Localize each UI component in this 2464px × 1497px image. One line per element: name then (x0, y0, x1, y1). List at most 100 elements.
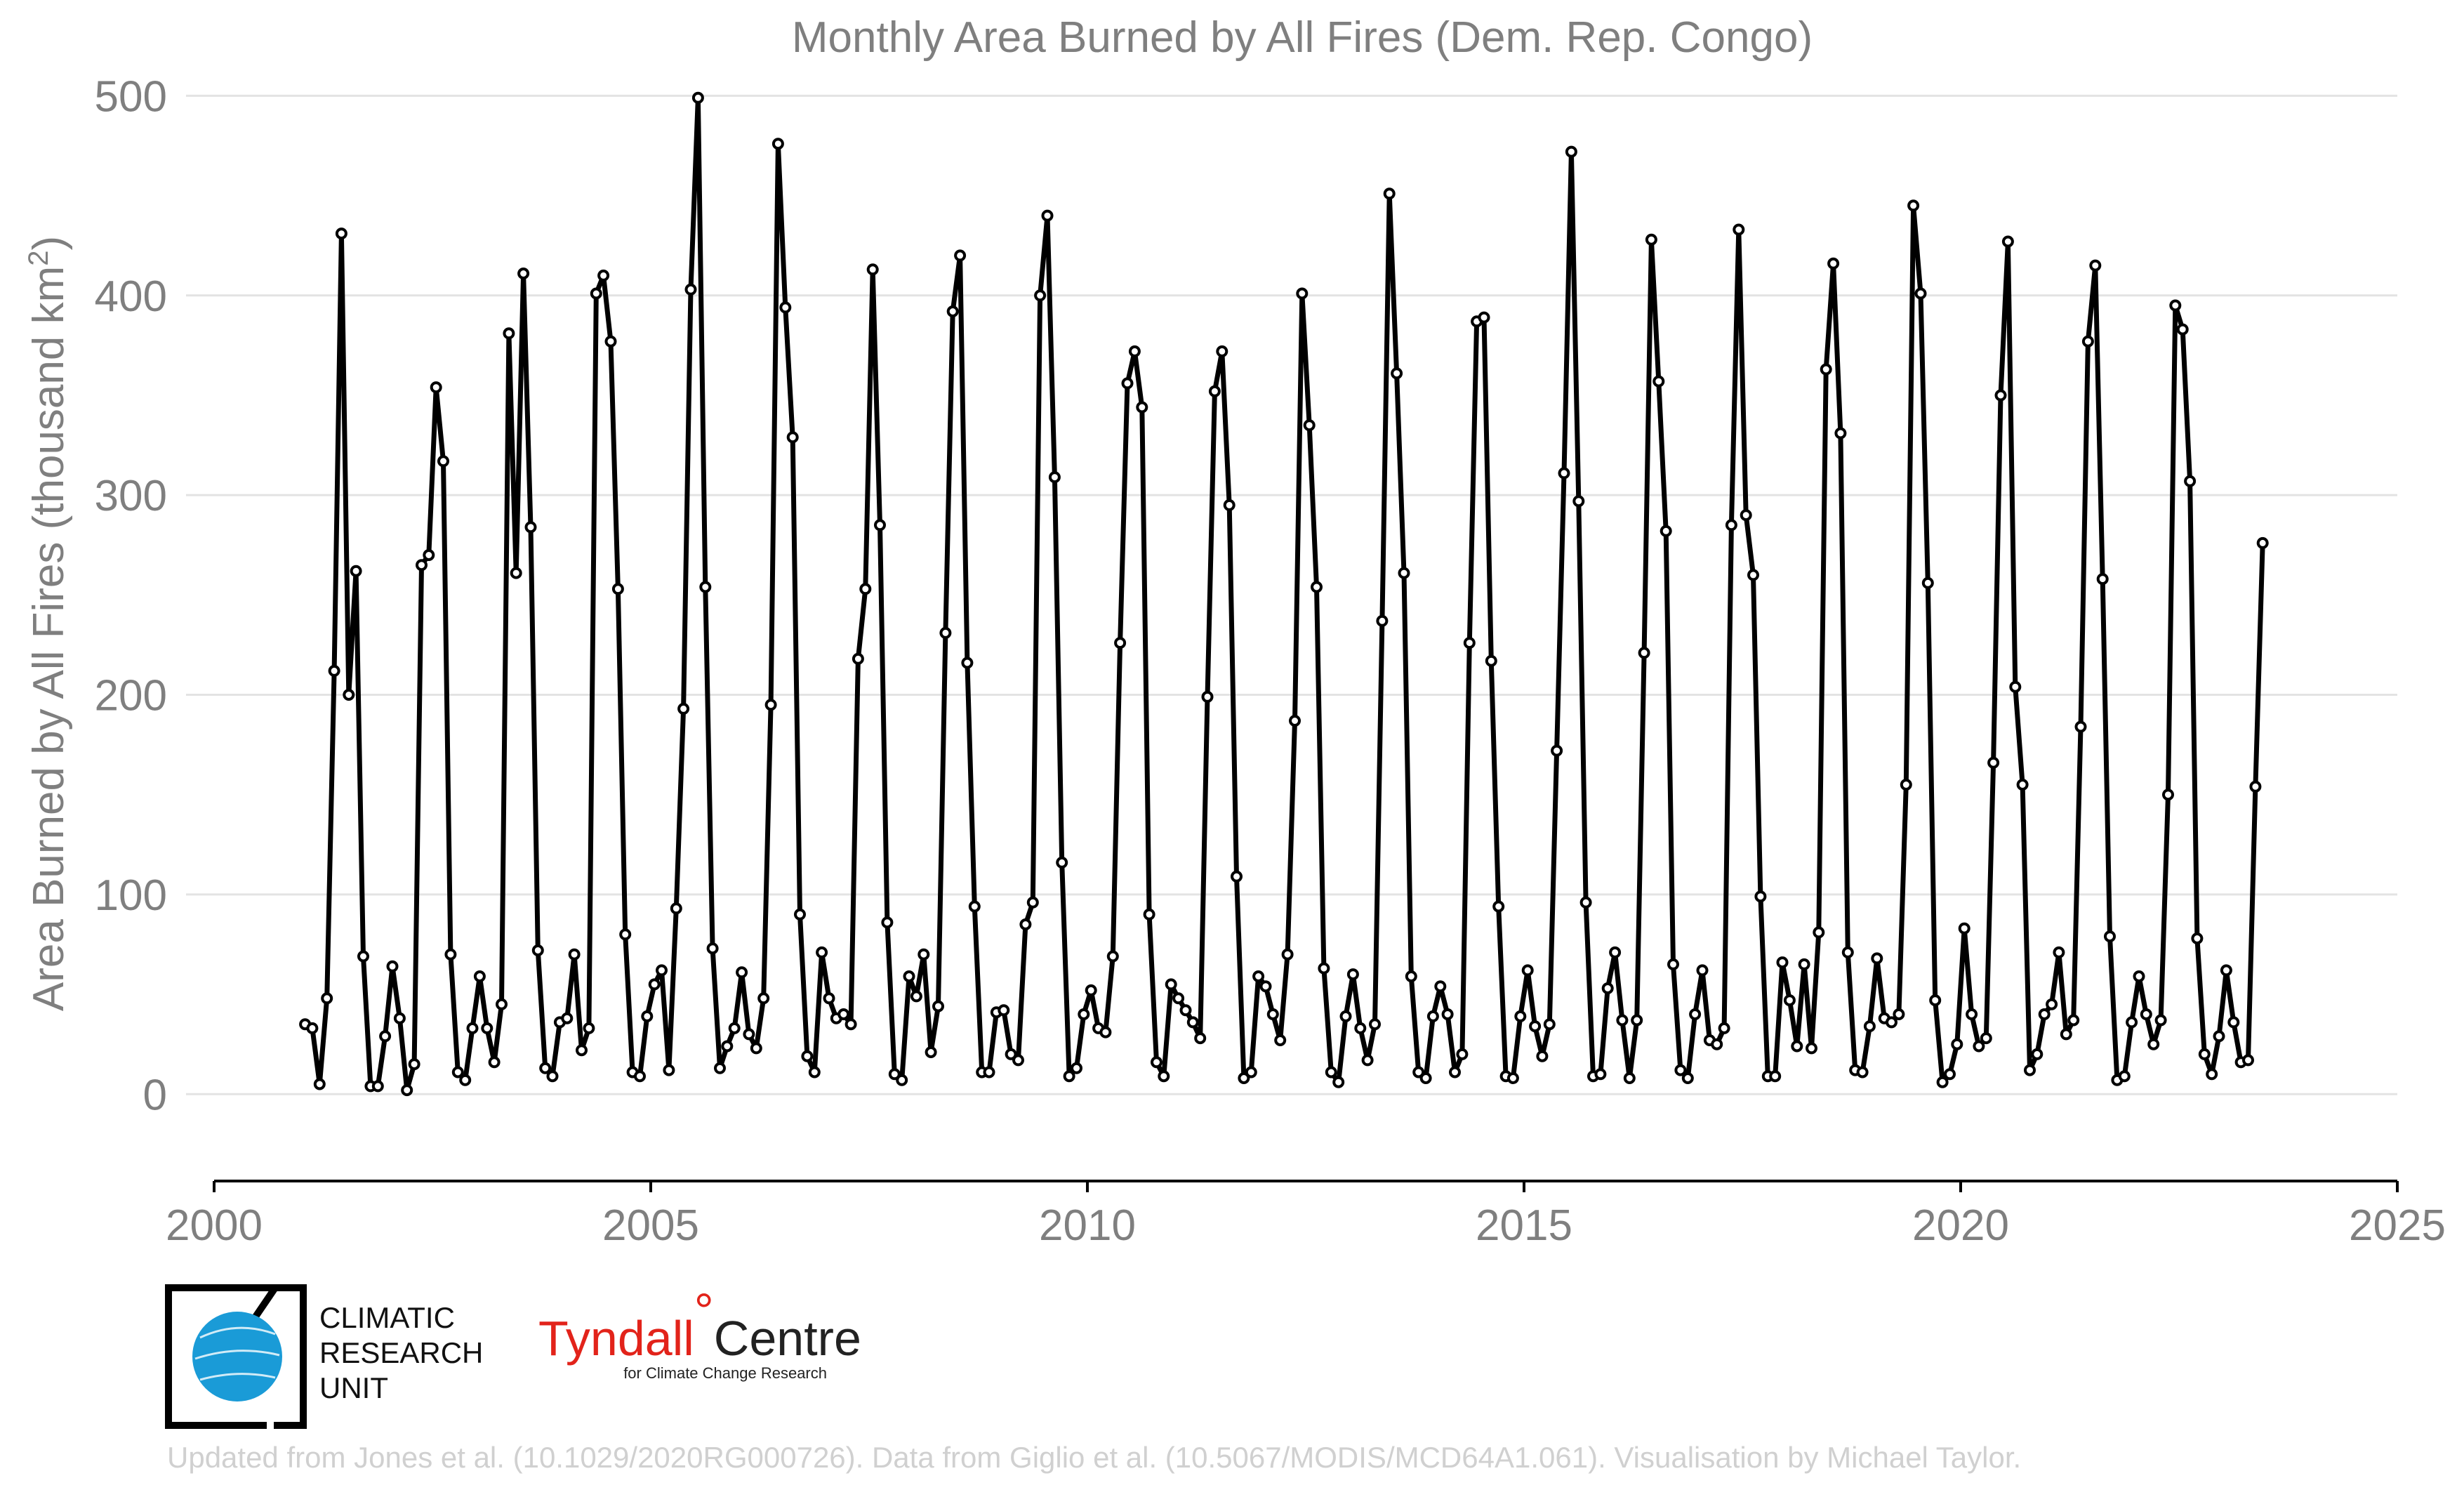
data-point (1492, 900, 1505, 913)
data-point (932, 1000, 944, 1013)
data-point (1514, 1010, 1527, 1022)
data-point (1921, 576, 1934, 589)
data-point (1019, 918, 1032, 930)
data-point (663, 1064, 675, 1076)
data-point (1551, 744, 1563, 757)
data-point (641, 1010, 654, 1022)
data-point (1434, 980, 1447, 993)
data-point (1056, 856, 1068, 869)
data-point (1914, 287, 1927, 300)
data-point (1973, 1040, 1985, 1053)
data-point (2104, 930, 2116, 943)
data-point (1980, 1032, 1992, 1045)
data-point (771, 138, 784, 150)
data-point (1740, 509, 1752, 522)
data-point (968, 900, 981, 913)
data-point (321, 992, 333, 1005)
data-point (488, 1056, 501, 1069)
cru-text-line2: RESEARCH (319, 1336, 483, 1369)
data-point (590, 287, 602, 300)
data-point (1208, 385, 1221, 397)
data-point (1601, 982, 1614, 994)
data-point (1121, 377, 1134, 390)
data-point (794, 908, 806, 921)
data-point (1456, 1048, 1469, 1060)
data-point (1223, 499, 1236, 511)
data-point (350, 565, 362, 577)
data-point (1725, 519, 1737, 532)
data-point (1776, 956, 1789, 969)
data-point (939, 626, 952, 639)
data-point (808, 1066, 821, 1079)
data-point (2198, 1048, 2211, 1060)
data-point (1354, 1022, 1367, 1034)
data-point (401, 1084, 413, 1097)
data-point (1660, 525, 1672, 537)
data-point (1201, 690, 1214, 703)
data-point (1733, 223, 1745, 236)
y-axis-label-main: Area Burned by All Fires (thousand km (25, 266, 73, 1011)
data-point (983, 1066, 995, 1079)
data-point (1506, 1072, 1519, 1084)
data-point (1165, 978, 1177, 991)
data-point (1886, 1016, 1897, 1029)
data-point (1311, 581, 1323, 593)
data-point (1346, 968, 1359, 981)
data-point (1696, 964, 1709, 977)
cru-left-bracket (165, 1284, 177, 1429)
data-point (2046, 998, 2058, 1010)
data-point (561, 1012, 574, 1024)
data-point (925, 1046, 937, 1058)
data-point (1543, 1018, 1556, 1031)
data-point (757, 992, 770, 1005)
data-point (1216, 345, 1228, 357)
data-point (896, 1074, 908, 1086)
data-point (691, 91, 704, 104)
data-point (1806, 1042, 1817, 1055)
data-point (1900, 779, 1912, 791)
data-point (496, 998, 508, 1010)
data-point (408, 1058, 420, 1071)
data-point (844, 1018, 857, 1031)
tyndall-centre: Centre (714, 1311, 861, 1366)
data-point (1398, 567, 1410, 579)
x-tick-label: 2025 (2349, 1201, 2446, 1250)
x-tick-label: 2000 (166, 1201, 263, 1250)
data-point (1252, 970, 1265, 982)
data-point (1151, 1056, 1163, 1069)
data-point (1012, 1054, 1024, 1067)
data-point (998, 1004, 1010, 1017)
data-point (816, 946, 828, 958)
data-point (416, 559, 428, 572)
data-point (1572, 495, 1585, 508)
data-point (1674, 1064, 1687, 1076)
data-point (2191, 932, 2204, 944)
data-point (918, 948, 930, 961)
data-point (1361, 1054, 1374, 1067)
data-point (728, 1022, 741, 1034)
data-point (1099, 1026, 1112, 1038)
series-points (299, 91, 2269, 1097)
data-point (437, 455, 449, 468)
data-point (531, 944, 544, 956)
data-point (1616, 1014, 1629, 1027)
data-point (1005, 1048, 1017, 1060)
data-point (1893, 1008, 1905, 1020)
data-point (750, 1042, 762, 1055)
globe-contour-icon (194, 1326, 280, 1381)
data-point (1594, 1068, 1607, 1081)
data-point (343, 689, 355, 701)
data-point (583, 1022, 595, 1034)
data-point (1994, 389, 2007, 402)
credit-line: Updated from Jones et al. (10.1029/2020R… (167, 1441, 2021, 1474)
data-point (1856, 1066, 1869, 1079)
data-point (430, 381, 442, 394)
data-point (328, 664, 340, 677)
data-point (379, 1030, 392, 1043)
data-point (1681, 1072, 1694, 1084)
data-point (1944, 1068, 1956, 1081)
data-point (1143, 908, 1155, 921)
data-point (1383, 187, 1396, 200)
y-tick-label: 400 (95, 272, 167, 321)
data-point (2096, 573, 2109, 586)
